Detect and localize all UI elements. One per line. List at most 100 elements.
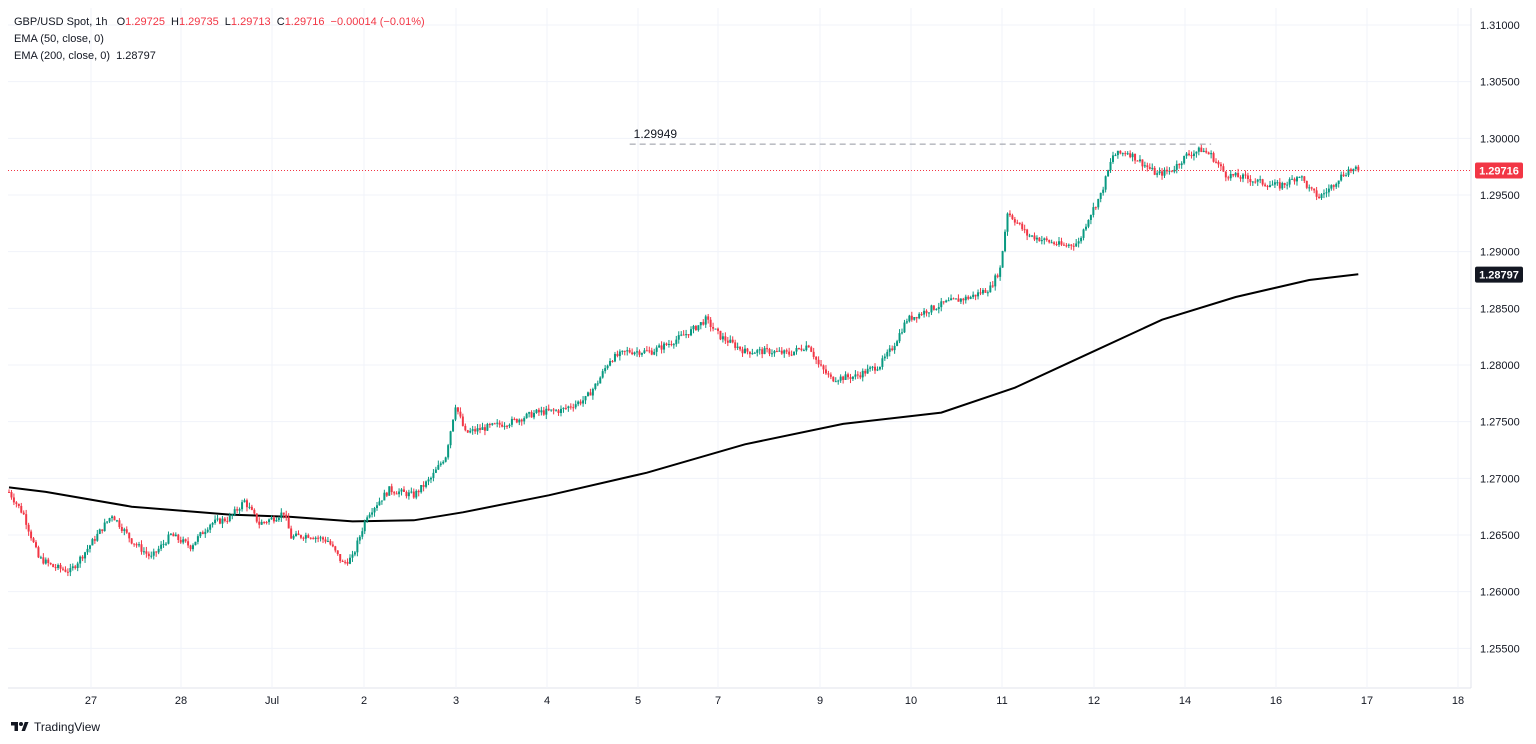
candle — [1109, 158, 1112, 173]
candle-body — [898, 333, 901, 342]
candle-body — [883, 356, 886, 359]
tradingview-brand[interactable]: TradingView — [10, 720, 100, 734]
candle — [533, 410, 536, 420]
candle-body — [756, 350, 759, 353]
candle — [412, 488, 415, 499]
candle-body — [231, 514, 234, 517]
candle — [456, 407, 459, 415]
candle-body — [984, 289, 987, 293]
candle-body — [1293, 178, 1296, 182]
candle-body — [506, 425, 509, 427]
candle-body — [1207, 152, 1210, 155]
candle — [1092, 202, 1095, 218]
candle-body — [1234, 172, 1237, 176]
candle-body — [954, 298, 957, 300]
candle-body — [162, 543, 165, 545]
y-tick-label: 1.30500 — [1480, 77, 1520, 89]
candle — [736, 342, 739, 351]
candle — [1340, 171, 1343, 182]
chart-legend: GBP/USD Spot, 1h O1.29725 H1.29735 L1.29… — [14, 14, 425, 65]
candle — [1345, 172, 1348, 177]
candle — [123, 527, 126, 536]
candle — [1075, 239, 1078, 248]
candle-body — [864, 370, 867, 374]
candle-body — [920, 313, 923, 315]
candle-body — [76, 563, 79, 569]
candle — [61, 566, 64, 571]
candle — [432, 469, 435, 482]
candle — [1271, 180, 1274, 186]
candle — [719, 330, 722, 341]
candle-body — [810, 347, 813, 352]
candle — [849, 373, 852, 384]
x-tick-label: 5 — [635, 695, 641, 707]
candle — [888, 345, 891, 357]
candle-body — [1141, 159, 1144, 167]
candle — [883, 353, 886, 361]
candle-body — [851, 376, 854, 379]
x-tick-label: 9 — [817, 695, 823, 707]
candle — [540, 406, 543, 416]
candle-body — [1018, 222, 1021, 224]
candle-body — [204, 531, 207, 535]
candle — [1050, 239, 1053, 244]
candle — [1249, 175, 1252, 186]
candle — [506, 424, 509, 429]
candle-body — [167, 534, 170, 544]
candle — [459, 407, 462, 419]
candle — [248, 502, 251, 510]
candle-body — [878, 366, 881, 370]
candle — [336, 550, 339, 556]
candle — [1006, 212, 1009, 236]
x-tick-label: 28 — [175, 695, 187, 707]
candle — [915, 316, 918, 323]
candle — [1008, 210, 1011, 218]
candle-body — [1107, 170, 1110, 177]
candle-body — [157, 548, 160, 553]
candle-body — [488, 424, 491, 426]
candle-body — [456, 407, 459, 412]
candle — [491, 422, 494, 426]
candle — [366, 515, 369, 523]
candle-body — [1205, 150, 1208, 153]
candle-body — [685, 334, 688, 336]
candle-body — [464, 425, 467, 431]
candle — [667, 339, 670, 348]
candle-body — [429, 477, 432, 480]
candle — [856, 371, 859, 379]
candle-body — [1163, 169, 1166, 176]
candle-body — [405, 491, 408, 497]
candle-body — [172, 533, 175, 537]
candle — [1161, 168, 1164, 180]
candle — [410, 487, 413, 494]
candle — [464, 423, 467, 432]
candle — [400, 488, 403, 496]
candle-body — [44, 559, 47, 564]
x-tick-label: 12 — [1088, 695, 1100, 707]
candle-body — [653, 351, 656, 355]
candle — [1178, 163, 1181, 169]
candle-body — [709, 319, 712, 328]
candle — [797, 347, 800, 350]
candle-body — [802, 350, 805, 352]
candle — [54, 563, 57, 571]
candle-body — [766, 348, 769, 350]
candle-body — [84, 552, 87, 559]
candle — [606, 364, 609, 370]
candle — [709, 317, 712, 332]
candle — [800, 344, 803, 352]
candle-body — [510, 418, 513, 425]
candle-body — [967, 296, 970, 299]
candle — [201, 530, 204, 535]
candle — [721, 332, 724, 343]
candle — [503, 422, 506, 430]
candle-body — [1077, 241, 1080, 244]
candle-body — [1195, 151, 1198, 154]
candle-body — [672, 344, 675, 346]
candle — [373, 506, 376, 517]
candle-body — [363, 521, 366, 532]
candle-body — [648, 350, 651, 352]
candle — [1018, 222, 1021, 226]
candle-body — [1134, 153, 1137, 161]
